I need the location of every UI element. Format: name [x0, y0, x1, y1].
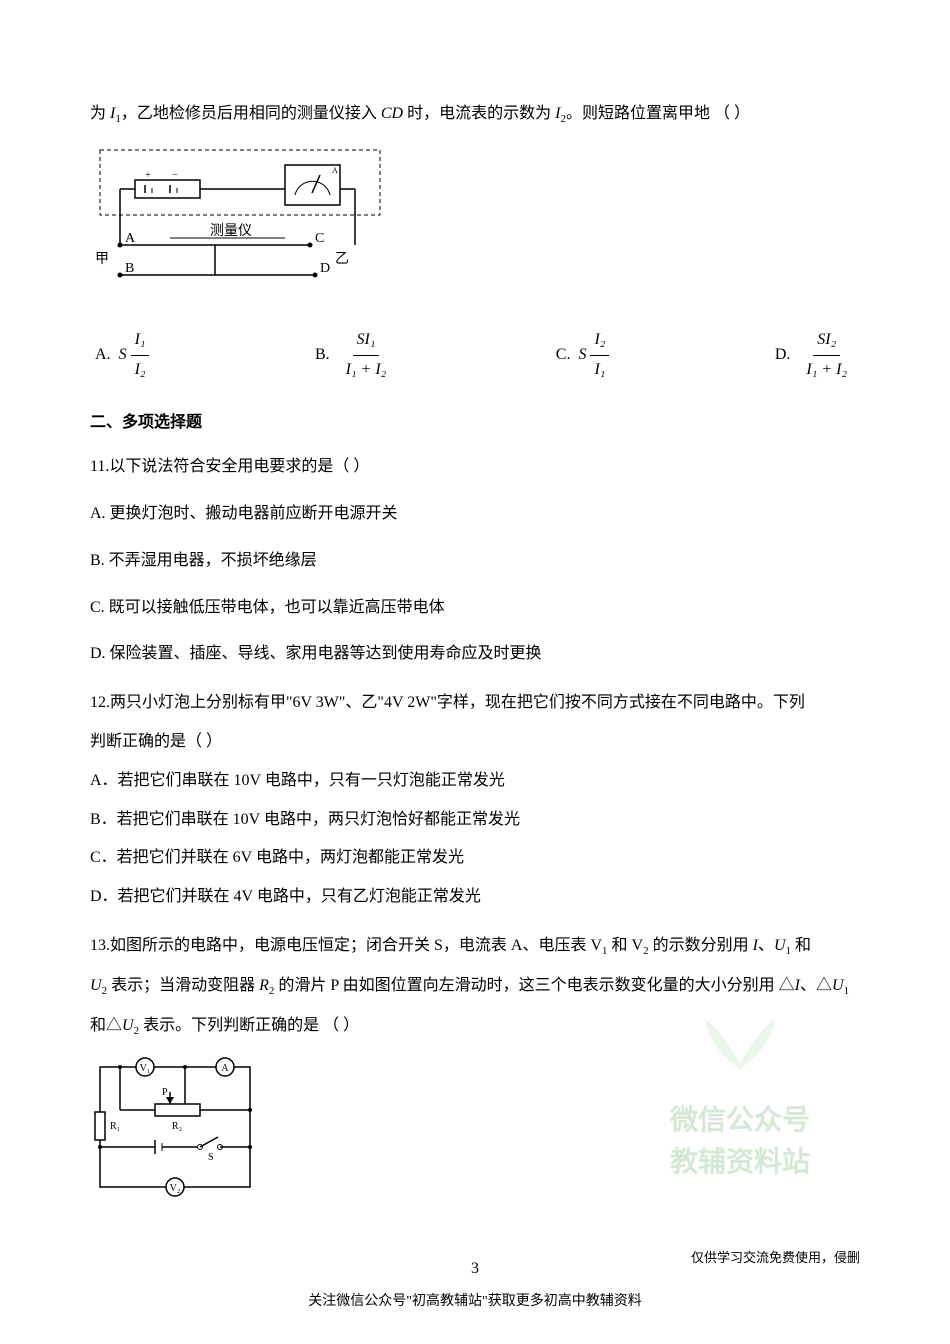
question-text: 12.两只小灯泡上分别标有甲"6V 3W"、乙"4V 2W"字样，现在把它们按不… [90, 689, 860, 718]
watermark-line2: 教辅资料站 [670, 1142, 810, 1184]
label: C. [556, 341, 571, 370]
text: 。则短路位置离甲地 （ ） [566, 105, 750, 122]
text: 13.如图所示的电路中，电源电压恒定；闭合开关 S，电流表 A、电压表 V [90, 937, 602, 954]
num: SI₁ [353, 326, 380, 356]
watermark-line1: 微信公众号 [670, 1100, 810, 1142]
footer-note: 关注微信公众号"初高教辅站"获取更多初高中教辅资料 [0, 1289, 950, 1314]
denom: I₁ [590, 356, 609, 385]
svg-text:D: D [320, 261, 330, 276]
text: 12.两只小灯泡上分别标有甲"6V 3W"、乙"4V 2W"字样，现在把它们按不… [90, 694, 805, 711]
option-C: C．若把它们并联在 6V 电路中，两灯泡都能正常发光 [90, 844, 860, 873]
option-D: D. SI₂I₁ + I₂ [775, 326, 855, 385]
svg-text:测量仪: 测量仪 [210, 223, 252, 239]
var: U [90, 977, 102, 994]
question-10-intro: 为 I1，乙地检修员后用相同的测量仪接入 CD 时，电流表的示数为 I2。则短路… [90, 100, 860, 130]
text: 、 [758, 937, 774, 954]
num: SI₂ [813, 326, 840, 356]
question-text: 11.以下说法符合安全用电要求的是（ ） [90, 453, 860, 482]
text: 、△ [800, 977, 832, 994]
svg-text:+: + [145, 170, 151, 181]
option-D: D．若把它们并联在 4V 电路中，只有乙灯泡能正常发光 [90, 883, 860, 912]
option-A: A．若把它们串联在 10V 电路中，只有一只灯泡能正常发光 [90, 767, 860, 796]
text: 和 [791, 937, 811, 954]
svg-text:R₁: R₁ [110, 1121, 120, 1132]
option-A: A. S I₁I₂ [95, 326, 153, 385]
option-A: A. 更换灯泡时、搬动电器前应断开电源开关 [90, 500, 860, 529]
var: CD [381, 105, 403, 122]
question-10-options: A. S I₁I₂ B. SI₁I₁ + I₂ C. S I₂I₁ D. SI₂… [90, 326, 860, 385]
question-12: 12.两只小灯泡上分别标有甲"6V 3W"、乙"4V 2W"字样，现在把它们按不… [90, 689, 860, 912]
text: 表示；当滑动变阻器 [107, 977, 259, 994]
text: 的滑片 P 由如图位置向左滑动时，这三个电表示数变化量的大小分别用 △ [274, 977, 794, 994]
label: D. [775, 341, 791, 370]
text: 和△ [90, 1017, 122, 1034]
question-11: 11.以下说法符合安全用电要求的是（ ） A. 更换灯泡时、搬动电器前应断开电源… [90, 453, 860, 669]
text: 时，电流表的示数为 [403, 105, 555, 122]
svg-text:A: A [221, 1063, 229, 1074]
footer: 3 关注微信公众号"初高教辅站"获取更多初高中教辅资料 [0, 1255, 950, 1314]
question-text-line2: U2 表示；当滑动变阻器 R2 的滑片 P 由如图位置向左滑动时，这三个电表示数… [90, 972, 860, 1002]
svg-text:S: S [208, 1152, 214, 1163]
svg-text:乙: 乙 [335, 251, 349, 267]
text: 和 V [608, 937, 644, 954]
svg-text:V₂: V₂ [170, 1183, 181, 1194]
num: I₁ [131, 326, 150, 356]
var: U [832, 977, 844, 994]
svg-text:C: C [315, 231, 324, 246]
text: 为 [90, 105, 110, 122]
svg-text:R₂: R₂ [172, 1121, 182, 1132]
label: A. [95, 341, 111, 370]
option-list: A. 更换灯泡时、搬动电器前应断开电源开关 B. 不弄湿用电器，不损坏绝缘层 C… [90, 500, 860, 669]
svg-text:甲: 甲 [95, 252, 109, 267]
text: 表示。下列判断正确的是 （ ） [139, 1017, 359, 1034]
denom: I₁ + I₂ [802, 356, 851, 385]
var: U [122, 1017, 134, 1034]
option-B: B. SI₁I₁ + I₂ [315, 326, 394, 385]
svg-text:A: A [125, 231, 136, 246]
svg-text:V₁: V₁ [140, 1063, 151, 1074]
denom: I₁ + I₂ [342, 356, 391, 385]
option-list: A．若把它们串联在 10V 电路中，只有一只灯泡能正常发光 B．若把它们串联在 … [90, 767, 860, 912]
option-C: C. S I₂I₁ [556, 326, 614, 385]
option-C: C. 既可以接触低压带电体，也可以靠近高压带电体 [90, 594, 860, 623]
section-2-heading: 二、多项选择题 [90, 409, 860, 438]
page-number: 3 [0, 1255, 950, 1284]
var: R [259, 977, 269, 994]
text: 的示数分别用 [649, 937, 753, 954]
svg-text:−: − [172, 170, 178, 181]
svg-text:A: A [332, 166, 338, 175]
option-D: D. 保险装置、插座、导线、家用电器等达到使用寿命应及时更换 [90, 640, 860, 669]
question-10-diagram: + − A 测量仪 A C B D 甲 乙 [90, 145, 860, 306]
sub: 1 [844, 985, 850, 997]
num: I₂ [590, 326, 609, 356]
svg-text:B: B [125, 261, 134, 276]
prefix: S [119, 341, 127, 370]
question-text-line1: 13.如图所示的电路中，电源电压恒定；闭合开关 S，电流表 A、电压表 V1 和… [90, 932, 860, 962]
label: B. [315, 341, 330, 370]
denom: I₂ [131, 356, 150, 385]
var: U [774, 937, 786, 954]
text: ，乙地检修员后用相同的测量仪接入 [121, 105, 381, 122]
prefix: S [578, 341, 586, 370]
option-B: B．若把它们串联在 10V 电路中，两只灯泡恰好都能正常发光 [90, 806, 860, 835]
watermark: 微信公众号 教辅资料站 [670, 999, 810, 1184]
question-text-2: 判断正确的是（ ） [90, 728, 860, 757]
option-B: B. 不弄湿用电器，不损坏绝缘层 [90, 547, 860, 576]
svg-text:P: P [162, 1087, 168, 1098]
